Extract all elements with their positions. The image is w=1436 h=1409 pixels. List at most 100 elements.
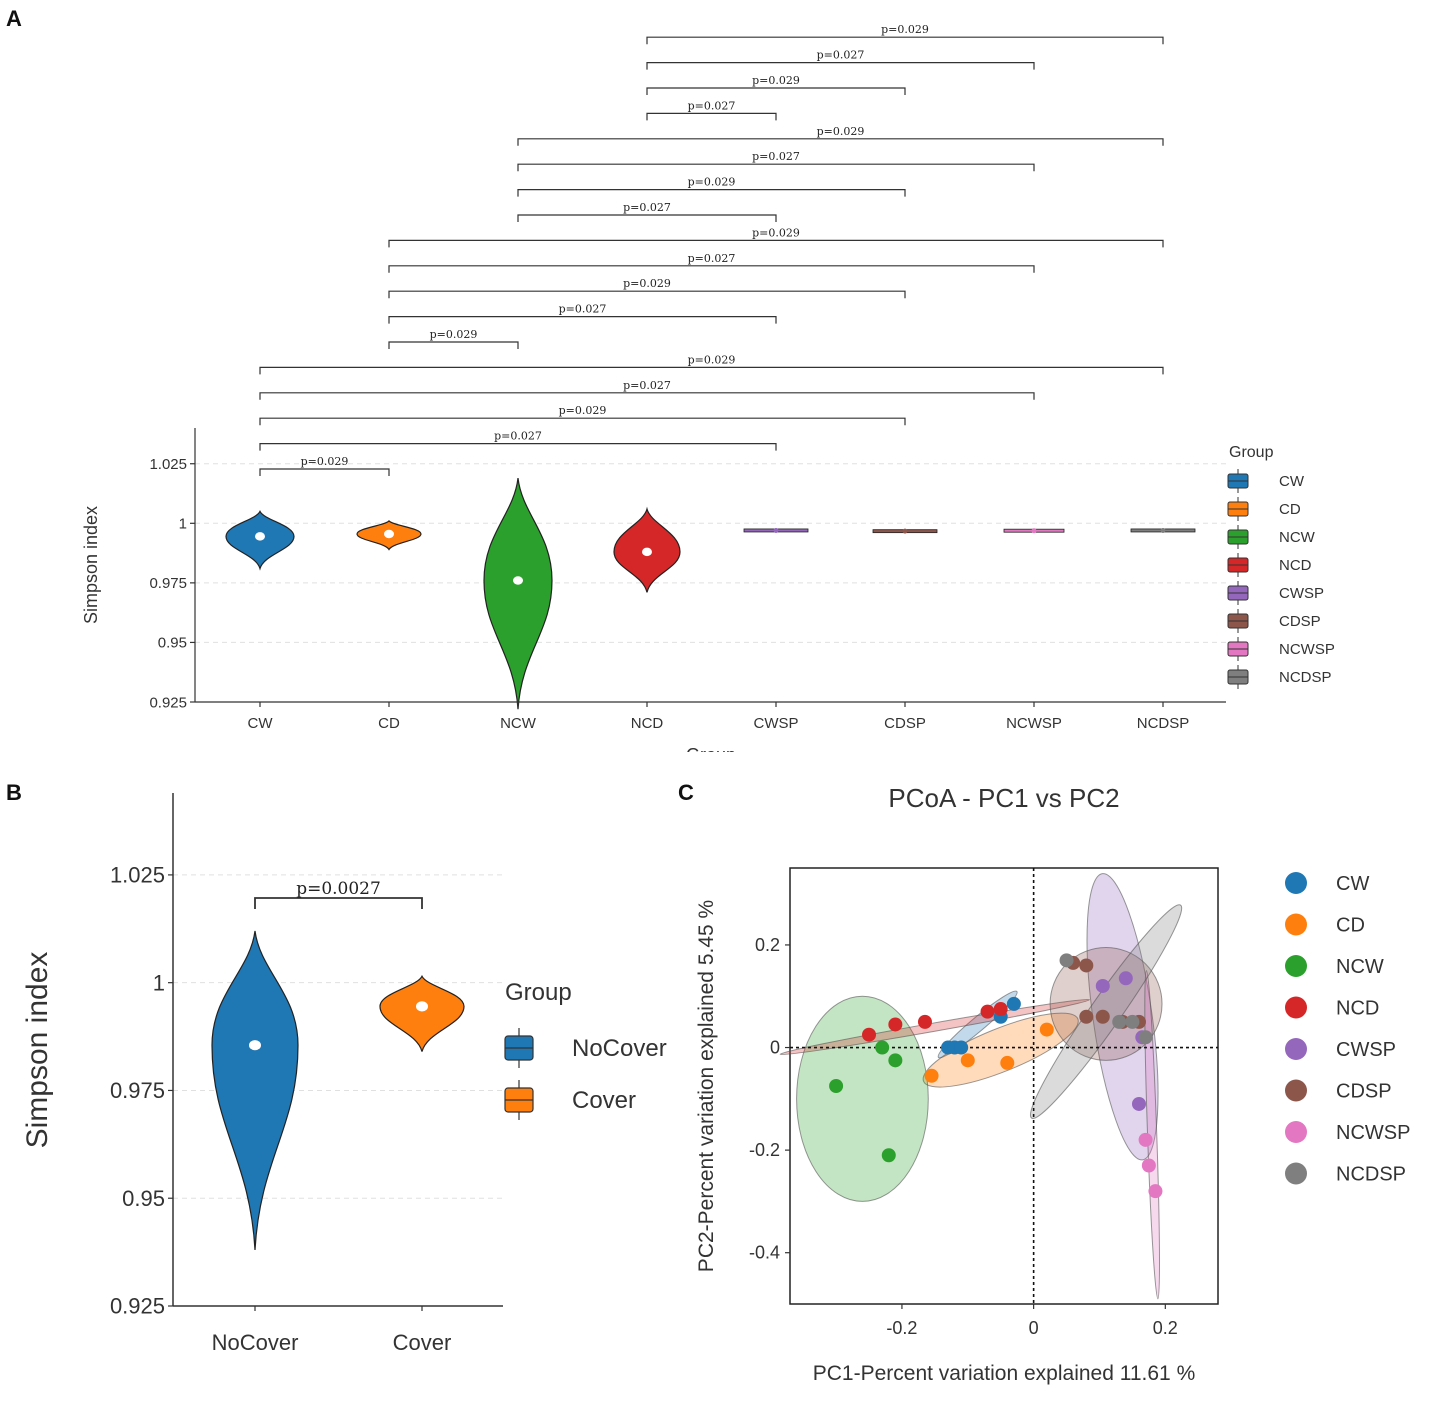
a-legend-label-ncdsp: NCDSP: [1279, 669, 1332, 686]
a-bracket-cd-ncdsp: [388, 239, 1164, 248]
a-bracket-cd-ncw: [388, 341, 519, 349]
a-legend-label-cd: CD: [1279, 501, 1301, 518]
a-bracket-ncd-ncdsp: [646, 36, 1164, 45]
a-p-value-ncd-ncwsp: p=0.027: [817, 49, 865, 62]
c-y-ticks: -0.4 -0.2 0 0.2: [749, 935, 790, 1263]
c-point-cw-2: [954, 1040, 969, 1055]
b-x-ticks: NoCover Cover: [212, 1306, 452, 1355]
b-significance-bracket: p=0.0027: [254, 879, 423, 909]
c-legend: CW CD NCW NCD CWSP CDSP NCWSP NCDSP: [1285, 872, 1410, 1186]
c-ellipse-cd: [922, 1012, 1079, 1088]
b-median-nocover: [249, 1040, 261, 1051]
c-ellipse-ncw: [796, 995, 929, 1202]
c-point-ncdsp-2: [1125, 1014, 1140, 1029]
a-p-value-cw-ncdsp: p=0.029: [688, 353, 736, 366]
c-y-tick-label-1: -0.2: [749, 1140, 780, 1160]
a-median-ncwsp: [1031, 528, 1037, 534]
panel-c-pcoa-scatter: PCoA - PC1 vs PC2 -0.4-0.200.2 -0.2 0 0.2 …: [695, 783, 1410, 1385]
a-p-value-ncw-cdsp: p=0.029: [688, 176, 736, 189]
a-bracket-ncw-ncdsp: [517, 138, 1164, 146]
c-point-ncd-1: [888, 1017, 903, 1032]
b-x-tick-label-nocover: NoCover: [212, 1330, 299, 1355]
c-point-cwsp-0: [1095, 978, 1110, 993]
c-point-cd-2: [1000, 1055, 1015, 1070]
a-y-tick-label-2: 0.975: [149, 575, 187, 592]
a-median-ncd: [642, 547, 652, 557]
a-bracket-ncd-ncwsp: [646, 62, 1035, 70]
c-legend-label-cw: CW: [1336, 873, 1369, 895]
b-legend: NoCover Cover: [504, 1028, 667, 1120]
a-legend-label-cdsp: CDSP: [1279, 613, 1321, 630]
a-bracket-ncd-cdsp: [646, 87, 906, 95]
c-legend-label-ncwsp: NCWSP: [1336, 1122, 1410, 1144]
c-confidence-ellipses: [779, 873, 1183, 1300]
c-x-tick-label-0: -0.2: [886, 1318, 917, 1338]
panel-b-violin-chart: p=0.0027 0.925 0.95 0.975 1 1.025 NoCover Cov…: [21, 793, 667, 1355]
a-y-tick-label-3: 1: [179, 516, 187, 533]
c-point-ncw-0: [829, 1079, 844, 1093]
c-point-ncwsp-1: [1141, 1158, 1156, 1173]
c-point-ncdsp-0: [1059, 953, 1074, 968]
c-legend-key-ncwsp: [1285, 1121, 1307, 1143]
a-p-value-cd-ncdsp: p=0.029: [752, 226, 800, 239]
c-y-tick-label-3: 0.2: [755, 935, 780, 955]
c-ellipse-ncd: [779, 998, 1091, 1056]
c-point-cw-4: [1006, 996, 1021, 1011]
a-y-axis-title: Simpson index: [81, 506, 101, 624]
c-legend-key-ncw: [1285, 955, 1307, 977]
c-point-cdsp-1: [1079, 958, 1094, 973]
a-p-value-cw-cdsp: p=0.029: [559, 404, 607, 417]
a-x-ticks: CW CD NCW NCD CWSP CDSP NCWSP NCDSP: [248, 702, 1190, 732]
a-title-clip: [600, 752, 820, 772]
c-y-tick-label-2: 0: [770, 1038, 780, 1058]
b-legend-label-cover: Cover: [572, 1087, 636, 1114]
a-p-value-cd-cwsp: p=0.027: [559, 303, 607, 316]
a-legend-title: Group: [1229, 444, 1274, 461]
a-bracket-cw-ncwsp: [259, 392, 1035, 400]
c-legend-label-cd: CD: [1336, 915, 1365, 937]
c-point-cd-0: [924, 1068, 939, 1083]
c-point-ncw-2: [888, 1053, 903, 1068]
panel-c-label: C: [678, 780, 694, 805]
c-legend-label-cwsp: CWSP: [1336, 1039, 1396, 1061]
a-bracket-ncw-ncwsp: [517, 163, 1035, 172]
b-y-axis-title: Simpson index: [21, 952, 54, 1149]
a-gridlines: [195, 463, 1226, 643]
a-bracket-cw-cd: [259, 468, 390, 476]
c-legend-label-cdsp: CDSP: [1336, 1081, 1392, 1103]
c-point-cwsp-1: [1118, 971, 1133, 986]
b-violin-cover: [379, 974, 465, 1052]
b-x-tick-label-cover: Cover: [393, 1330, 452, 1355]
a-median-cw: [255, 532, 265, 541]
c-point-ncd-3: [980, 1004, 995, 1019]
c-x-tick-label-2: 0.2: [1153, 1318, 1178, 1338]
a-x-tick-label-ncdsp: NCDSP: [1137, 715, 1190, 732]
c-x-tick-label-1: 0: [1029, 1318, 1039, 1338]
b-y-tick-label-3: 1: [153, 970, 165, 995]
c-legend-key-ncdsp: [1285, 1162, 1307, 1185]
c-point-cdsp-3: [1095, 1009, 1110, 1024]
panel-a-violin-chart: p=0.029 p=0.027 p=0.029 p=0.027 p=0.029 p=0.0…: [81, 23, 1335, 765]
a-bracket-cd-ncwsp: [388, 265, 1035, 273]
a-p-value-ncd-cdsp: p=0.029: [752, 74, 800, 87]
a-significance-brackets: p=0.029 p=0.027 p=0.029 p=0.027 p=0.029 p=0.0…: [259, 23, 1164, 476]
a-p-value-ncw-ncwsp: p=0.027: [752, 150, 800, 163]
c-points: [829, 953, 1163, 1199]
b-y-tick-label-0: 0.925: [110, 1294, 165, 1319]
c-point-ncd-2: [917, 1014, 932, 1029]
a-bracket-ncd-cwsp: [646, 112, 777, 121]
c-point-ncdsp-1: [1112, 1014, 1127, 1029]
c-point-ncd-4: [993, 1002, 1008, 1017]
c-legend-key-cw: [1285, 872, 1307, 894]
b-violin-nocover: [211, 930, 299, 1250]
b-legend-label-nocover: NoCover: [572, 1035, 667, 1062]
b-p-value-nocover-cover: p=0.0027: [296, 879, 381, 899]
a-violin-ncw: [483, 477, 553, 710]
c-legend-key-cd: [1285, 913, 1307, 936]
panel-b-label: B: [6, 780, 22, 805]
c-chart-title: PCoA - PC1 vs PC2: [888, 783, 1119, 813]
a-bracket-ncw-cwsp: [517, 214, 777, 222]
a-median-ncdsp: [1160, 527, 1166, 533]
a-bracket-cd-cdsp: [388, 290, 906, 299]
a-x-tick-label-ncd: NCD: [631, 715, 664, 732]
